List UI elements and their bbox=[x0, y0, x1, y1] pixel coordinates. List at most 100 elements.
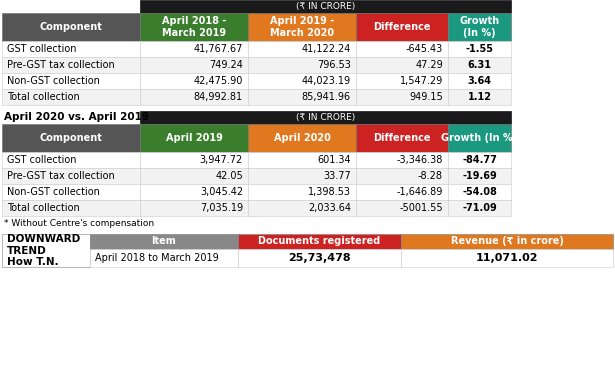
Bar bbox=[356, 124, 448, 152]
Text: Non-GST collection: Non-GST collection bbox=[7, 187, 100, 197]
Bar bbox=[248, 200, 356, 216]
Text: -54.08: -54.08 bbox=[462, 187, 497, 197]
Bar bbox=[356, 57, 448, 73]
Text: 84,992.81: 84,992.81 bbox=[194, 92, 243, 102]
Text: Pre-GST tax collection: Pre-GST tax collection bbox=[7, 171, 115, 181]
Bar bbox=[448, 168, 511, 184]
Text: Difference: Difference bbox=[373, 22, 430, 32]
Text: -1.55: -1.55 bbox=[466, 44, 493, 54]
Bar bbox=[140, 57, 248, 73]
Text: 1,398.53: 1,398.53 bbox=[308, 187, 351, 197]
Text: 41,767.67: 41,767.67 bbox=[194, 44, 243, 54]
Bar bbox=[448, 89, 511, 105]
Text: 749.24: 749.24 bbox=[209, 60, 243, 70]
Text: -1,646.89: -1,646.89 bbox=[397, 187, 443, 197]
Bar bbox=[2, 168, 140, 184]
Text: Documents registered: Documents registered bbox=[258, 237, 381, 247]
Text: April 2018 to March 2019: April 2018 to March 2019 bbox=[95, 253, 219, 263]
Text: 47.29: 47.29 bbox=[415, 60, 443, 70]
Bar bbox=[448, 41, 511, 57]
Text: April 2019 -
March 2020: April 2019 - March 2020 bbox=[270, 16, 334, 38]
Text: Non-GST collection: Non-GST collection bbox=[7, 76, 100, 86]
Bar bbox=[356, 41, 448, 57]
Bar bbox=[356, 168, 448, 184]
Text: -19.69: -19.69 bbox=[462, 171, 497, 181]
Text: Growth (In %): Growth (In %) bbox=[442, 133, 518, 143]
Text: Difference: Difference bbox=[373, 133, 430, 143]
Bar bbox=[401, 249, 613, 267]
Text: April 2020 vs. April 2019: April 2020 vs. April 2019 bbox=[4, 113, 149, 122]
Bar bbox=[140, 13, 248, 41]
Bar bbox=[248, 57, 356, 73]
Bar bbox=[356, 152, 448, 168]
Text: April 2018 -
March 2019: April 2018 - March 2019 bbox=[162, 16, 226, 38]
Text: 601.34: 601.34 bbox=[317, 155, 351, 165]
Text: -5001.55: -5001.55 bbox=[399, 203, 443, 213]
Text: -71.09: -71.09 bbox=[462, 203, 497, 213]
Text: April 2020: April 2020 bbox=[274, 133, 330, 143]
Text: GST collection: GST collection bbox=[7, 44, 76, 54]
Bar bbox=[140, 152, 248, 168]
Text: DOWNWARD
TREND
How T.N.: DOWNWARD TREND How T.N. bbox=[7, 234, 80, 267]
Bar bbox=[2, 89, 140, 105]
Bar bbox=[2, 41, 140, 57]
Bar bbox=[248, 152, 356, 168]
Bar bbox=[448, 57, 511, 73]
Bar bbox=[2, 234, 90, 267]
Bar bbox=[448, 13, 511, 41]
Text: 7,035.19: 7,035.19 bbox=[200, 203, 243, 213]
Text: Total collection: Total collection bbox=[7, 92, 80, 102]
Bar bbox=[140, 73, 248, 89]
Bar bbox=[140, 200, 248, 216]
Bar bbox=[2, 152, 140, 168]
Text: -645.43: -645.43 bbox=[406, 44, 443, 54]
Bar bbox=[356, 89, 448, 105]
Text: 11,071.02: 11,071.02 bbox=[476, 253, 538, 263]
Bar bbox=[140, 124, 248, 152]
Bar bbox=[356, 184, 448, 200]
Bar bbox=[140, 168, 248, 184]
Bar bbox=[448, 152, 511, 168]
Text: (₹ IN CRORE): (₹ IN CRORE) bbox=[296, 2, 355, 11]
Bar bbox=[238, 234, 401, 249]
Bar bbox=[448, 73, 511, 89]
Text: Total collection: Total collection bbox=[7, 203, 80, 213]
Bar bbox=[356, 73, 448, 89]
Text: 6.31: 6.31 bbox=[467, 60, 491, 70]
Text: 25,73,478: 25,73,478 bbox=[288, 253, 351, 263]
Text: April 2019: April 2019 bbox=[165, 133, 223, 143]
Text: -3,346.38: -3,346.38 bbox=[397, 155, 443, 165]
Text: -84.77: -84.77 bbox=[462, 155, 497, 165]
Bar bbox=[448, 124, 511, 152]
Bar bbox=[2, 73, 140, 89]
Bar bbox=[448, 184, 511, 200]
Text: 2,033.64: 2,033.64 bbox=[308, 203, 351, 213]
Bar bbox=[248, 168, 356, 184]
Text: Growth
(In %): Growth (In %) bbox=[459, 16, 499, 38]
Text: 1,547.29: 1,547.29 bbox=[400, 76, 443, 86]
Text: GST collection: GST collection bbox=[7, 155, 76, 165]
Text: 41,122.24: 41,122.24 bbox=[301, 44, 351, 54]
Bar bbox=[248, 41, 356, 57]
Bar bbox=[2, 124, 140, 152]
Bar bbox=[248, 89, 356, 105]
Bar bbox=[356, 200, 448, 216]
Bar bbox=[248, 73, 356, 89]
Text: 1.12: 1.12 bbox=[467, 92, 491, 102]
Bar bbox=[140, 89, 248, 105]
Text: 33.77: 33.77 bbox=[323, 171, 351, 181]
Text: 3,947.72: 3,947.72 bbox=[200, 155, 243, 165]
Text: -8.28: -8.28 bbox=[418, 171, 443, 181]
Bar bbox=[238, 249, 401, 267]
Bar bbox=[90, 234, 238, 249]
Bar bbox=[448, 200, 511, 216]
Text: Revenue (₹ in crore): Revenue (₹ in crore) bbox=[451, 237, 563, 247]
Bar bbox=[90, 249, 238, 267]
Bar bbox=[356, 13, 448, 41]
Text: Item: Item bbox=[152, 237, 177, 247]
Text: 42.05: 42.05 bbox=[215, 171, 243, 181]
Text: * Without Centre's compensation: * Without Centre's compensation bbox=[4, 218, 154, 227]
Text: 3.64: 3.64 bbox=[467, 76, 491, 86]
Text: Component: Component bbox=[39, 22, 103, 32]
Bar bbox=[248, 124, 356, 152]
